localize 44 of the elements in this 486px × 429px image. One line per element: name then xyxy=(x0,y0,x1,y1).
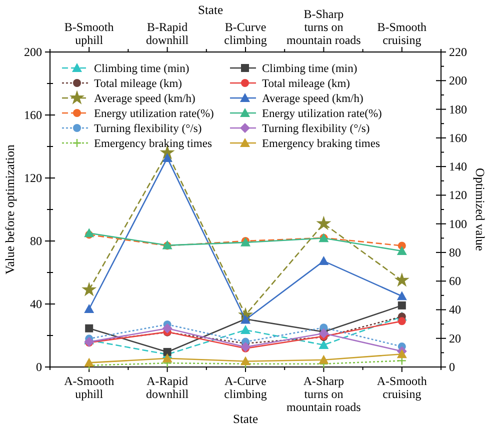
legend-label: Energy utilization rate(%) xyxy=(262,108,382,120)
legend-label: Emergency braking times xyxy=(262,138,380,150)
legend-label: Climbing time (min) xyxy=(262,63,358,75)
y2-tick-label: 120 xyxy=(449,188,467,202)
text: B-Curve climbing xyxy=(224,20,267,47)
legend-label: Energy utilization rate(%) xyxy=(94,108,214,120)
legend-label: Emergency braking times xyxy=(94,138,212,150)
x-tick-label: A-Curve climbing xyxy=(224,374,267,401)
y2-tick-label: 80 xyxy=(449,245,461,260)
y-tick-label: 80 xyxy=(30,234,42,248)
y-tick-label: 160 xyxy=(24,108,42,122)
x-tick-label: A-Smooth uphill xyxy=(64,374,114,401)
y-tick-label: 40 xyxy=(30,297,42,311)
y-tick-label: 200 xyxy=(24,45,42,59)
y-tick-label: 120 xyxy=(24,171,42,185)
y2-tick-label: 0 xyxy=(449,360,455,374)
y2-tick-label: 140 xyxy=(449,160,467,174)
x-tick-label: A-Sharp turns on mountain roads xyxy=(286,374,362,414)
legend-label: Turning flexibility (°/s) xyxy=(94,123,202,135)
legend-label: Turning flexibility (°/s) xyxy=(262,123,370,135)
y2-tick-label: 180 xyxy=(449,102,467,116)
text: B-Smooth uphill xyxy=(64,20,114,47)
legend-label: Total mileage (km) xyxy=(262,78,350,90)
y2-axis-title: Optimized value xyxy=(473,168,486,252)
text: B-Smooth cruising xyxy=(377,20,427,47)
y2-tick-label: 60 xyxy=(449,274,461,288)
text: B-Sharp turns on mountain roads xyxy=(286,7,362,47)
legend-label: Climbing time (min) xyxy=(94,63,190,75)
y2-tick-label: 220 xyxy=(449,45,467,59)
y2-tick-label: 160 xyxy=(449,130,467,145)
x-axis-title: State xyxy=(233,412,258,426)
y-tick-label: 0 xyxy=(36,360,42,374)
legend-label: Total mileage (km) xyxy=(94,78,182,90)
y2-tick-label: 100 xyxy=(449,216,467,231)
y2-tick-label: 200 xyxy=(449,74,467,88)
text: B-Rapid downhill xyxy=(146,20,190,47)
y2-tick-label: 40 xyxy=(449,302,461,317)
x2-axis-title: State xyxy=(198,3,224,17)
x-tick-label: A-Rapid downhill xyxy=(146,374,190,401)
x-tick-label: A-Smooth cruising xyxy=(376,374,427,401)
y2-tick-label: 20 xyxy=(449,331,461,346)
y-axis-title: Value before optimization xyxy=(3,144,17,274)
legend-label: Average speed (km/h) xyxy=(94,93,196,105)
legend-label: Average speed (km/h) xyxy=(262,93,364,105)
